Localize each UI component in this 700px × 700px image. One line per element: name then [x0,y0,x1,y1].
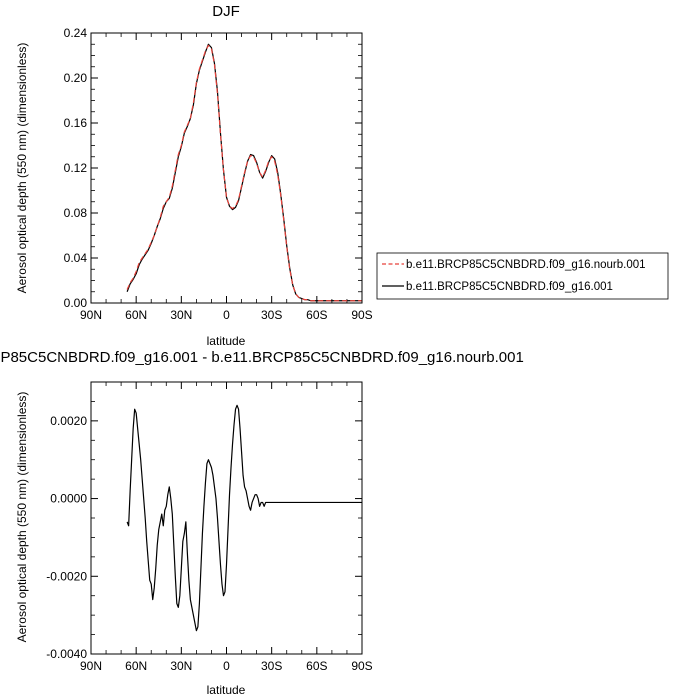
bottom-x-tick-label: 60N [125,659,147,673]
legend-entry-control: b.e11.BRCP85C5CNBDRD.f09_g16.001 [406,281,613,293]
bottom-chart-ylabel: Aerosol optical depth (550 nm) (dimensio… [15,392,29,643]
bottom-x-tick-label: 0 [223,659,230,673]
top-x-tick-label: 90N [80,308,102,322]
bottom-chart: b.e11.BRCP85C5CNBDRD.f09_g16.001 - b.e11… [0,349,524,697]
top-x-tick-label: 60N [125,308,147,322]
top-y-tick-label: 0.24 [64,26,88,40]
top-chart: DJF Aerosol optical depth (550 nm) (dime… [15,3,669,348]
bottom-chart-series [126,404,362,632]
bottom-x-tick-label: 90S [351,659,372,673]
bottom-chart-frame [90,381,363,655]
top-y-tick-label: 0.00 [64,296,88,310]
top-series-line-0 [126,44,362,302]
top-chart-legend: b.e11.BRCP85C5CNBDRD.f09_g16.nourb.001 b… [376,252,669,300]
top-y-tick-label: 0.08 [64,206,88,220]
top-x-tick-label: 90S [351,308,372,322]
bottom-x-tick-label: 60S [306,659,327,673]
bottom-series-line-0 [126,404,362,632]
bottom-y-tick-label: -0.0020 [46,569,87,583]
top-chart-frame [90,32,363,304]
bottom-y-tick-label: -0.0040 [46,647,87,661]
bottom-x-tick-label: 90N [80,659,102,673]
bottom-y-tick-label: 0.0000 [50,492,87,506]
legend-entry-nourb: b.e11.BRCP85C5CNBDRD.f09_g16.nourb.001 [406,259,646,271]
bottom-x-tick-label: 30N [170,659,192,673]
top-x-tick-label: 60S [306,308,327,322]
legend-box [376,252,669,300]
top-y-tick-label: 0.04 [64,251,88,265]
top-chart-ticks: 90N 60N 30N 0 30S 60S 90S 0.00 0.04 0.08 0.12 0.16 0… [64,26,373,322]
bottom-chart-xlabel: latitude [207,683,246,697]
top-x-tick-label: 30S [261,308,282,322]
top-y-tick-label: 0.12 [64,161,88,175]
bottom-x-tick-label: 30S [261,659,282,673]
bottom-y-tick-label: 0.0020 [50,414,87,428]
top-chart-ylabel: Aerosol optical depth (550 nm) (dimensio… [15,43,29,294]
bottom-chart-title: b.e11.BRCP85C5CNBDRD.f09_g16.001 - b.e11… [0,349,524,366]
top-y-tick-label: 0.16 [64,116,88,130]
bottom-chart-ticks: 90N 60N 30N 0 30S 60S 90S -0.0040 -0.0020 0.0000 0… [46,381,373,673]
top-chart-series [126,43,362,302]
top-y-tick-label: 0.20 [64,71,88,85]
top-x-tick-label: 30N [170,308,192,322]
top-chart-title: DJF [212,3,240,20]
top-x-tick-label: 0 [223,308,230,322]
top-chart-xlabel: latitude [207,334,246,348]
